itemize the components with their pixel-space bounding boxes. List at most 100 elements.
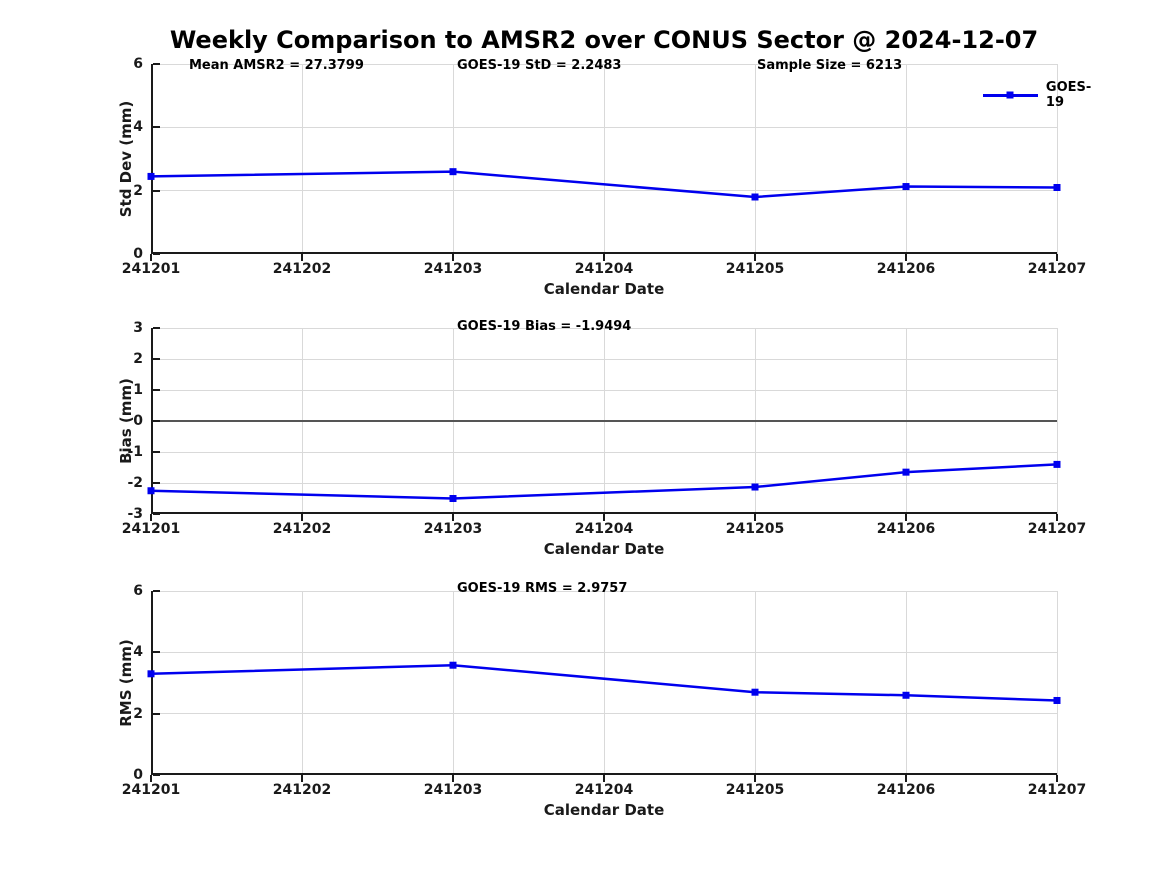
data-point-marker — [449, 495, 457, 502]
y-tick-label: 0 — [133, 413, 143, 429]
x-tick-label: 241201 — [121, 521, 181, 537]
x-tick-mark — [150, 775, 152, 782]
y-tick-label: 0 — [133, 767, 143, 783]
x-gridline — [301, 64, 303, 254]
y-gridline — [151, 482, 1057, 484]
subplot-bias: -3 -2 -1 0 1 2 3 241201 241202 241203 241204 241205… — [117, 320, 1086, 558]
data-point-marker — [751, 688, 759, 696]
y-axis-line — [151, 64, 153, 254]
y-gridline — [151, 590, 1057, 592]
annotation-goes19-std: GOES-19 StD = 2.2483 — [457, 58, 622, 73]
x-tick-mark — [905, 775, 907, 782]
legend-square-marker-icon — [1006, 91, 1014, 99]
data-point-marker — [449, 661, 457, 669]
data-point-marker — [751, 193, 759, 201]
y-tick-mark — [153, 651, 160, 654]
y-tick-mark — [153, 420, 160, 422]
goes19-series-line — [150, 663, 1058, 702]
x-tick-mark — [301, 775, 303, 782]
x-axis-line — [151, 773, 1057, 775]
y-tick-label: 3 — [133, 320, 143, 336]
figure-title: Weekly Comparison to AMSR2 over CONUS Se… — [169, 26, 1039, 54]
stddev-plot-area: 0 2 4 6 241201 241202 241203 241204 241205 241206… — [122, 56, 1086, 277]
x-gridline — [1056, 591, 1058, 775]
x-gridline — [452, 64, 454, 254]
x-tick-label: 241203 — [423, 261, 483, 277]
y-tick-label: 4 — [133, 644, 143, 661]
x-tick-mark — [905, 514, 907, 521]
x-tick-label: 241201 — [121, 782, 181, 798]
annotation-goes19-bias: GOES-19 Bias = -1.9494 — [457, 319, 632, 334]
x-tick-label: 241203 — [423, 782, 483, 798]
x-tick-label: 241202 — [272, 521, 332, 537]
data-point-marker — [751, 483, 759, 491]
x-tick-label: 241202 — [272, 782, 332, 798]
x-axis-label: Calendar Date — [543, 540, 665, 558]
x-gridline — [905, 591, 907, 775]
x-tick-label: 241203 — [423, 521, 483, 537]
x-gridline — [603, 64, 605, 254]
x-tick-label: 241204 — [574, 782, 634, 798]
y-tick-mark — [153, 126, 160, 129]
y-gridline — [151, 451, 1057, 453]
y-tick-mark — [153, 389, 160, 391]
x-tick-label: 241207 — [1027, 261, 1087, 277]
data-point-marker — [902, 183, 910, 191]
data-point-marker — [902, 468, 910, 476]
x-tick-mark — [1056, 254, 1058, 261]
y-tick-mark — [153, 774, 160, 776]
y-gridline — [151, 713, 1057, 715]
y-tick-mark — [153, 358, 160, 360]
data-point-marker — [449, 168, 457, 176]
data-point-marker — [1053, 460, 1061, 468]
x-gridline — [603, 591, 605, 775]
x-gridline — [301, 591, 303, 775]
x-tick-mark — [452, 254, 454, 261]
y-gridline — [151, 389, 1057, 391]
y-tick-mark — [153, 253, 160, 255]
x-tick-mark — [301, 514, 303, 521]
x-tick-label: 241206 — [876, 521, 936, 537]
y-gridline — [151, 358, 1057, 360]
y-tick-mark — [153, 513, 160, 515]
x-tick-mark — [150, 254, 152, 261]
y-gridline — [151, 63, 1057, 65]
goes19-series-line — [150, 170, 1058, 199]
bias-plot-area: -3 -2 -1 0 1 2 3 241201 241202 241203 241204 241205… — [122, 320, 1086, 537]
y-tick-label: 6 — [133, 56, 143, 72]
data-line-layer — [147, 661, 1061, 704]
subplot-rms: 0 2 4 6 241201 241202 241203 241204 241205 241206… — [117, 582, 1086, 819]
goes19-series-line — [150, 463, 1058, 500]
x-tick-mark — [754, 254, 756, 261]
subplot-stddev: 0 2 4 6 241201 241202 241203 241204 241205 241206… — [117, 56, 1091, 298]
x-gridline — [754, 64, 756, 254]
x-tick-mark — [150, 514, 152, 521]
y-tick-label: 6 — [133, 583, 143, 599]
legend-line-sample — [983, 91, 1038, 99]
x-tick-label: 241205 — [725, 261, 785, 277]
x-tick-label: 241202 — [272, 261, 332, 277]
y-axis-line — [151, 328, 153, 514]
x-tick-mark — [452, 775, 454, 782]
data-line-layer — [147, 460, 1061, 502]
y-tick-label: -3 — [127, 506, 143, 522]
data-point-marker — [147, 670, 155, 678]
y-tick-label: 0 — [133, 246, 143, 262]
x-tick-mark — [1056, 514, 1058, 521]
x-tick-label: 241204 — [574, 521, 634, 537]
y-tick-label: 2 — [133, 182, 143, 199]
x-tick-label: 241207 — [1027, 521, 1087, 537]
y-axis-label-rms: RMS (mm) — [117, 639, 135, 727]
y-tick-mark — [153, 327, 160, 329]
x-axis-line — [151, 512, 1057, 514]
y-tick-mark — [153, 590, 160, 592]
rms-plot-area: 0 2 4 6 241201 241202 241203 241204 241205 241206… — [122, 583, 1086, 798]
x-axis-label: Calendar Date — [543, 801, 665, 819]
x-tick-label: 241206 — [876, 782, 936, 798]
x-tick-mark — [603, 775, 605, 782]
x-tick-mark — [603, 514, 605, 521]
x-tick-label: 241205 — [725, 782, 785, 798]
x-tick-label: 241204 — [574, 261, 634, 277]
x-tick-mark — [301, 254, 303, 261]
y-tick-label: -1 — [127, 444, 143, 460]
